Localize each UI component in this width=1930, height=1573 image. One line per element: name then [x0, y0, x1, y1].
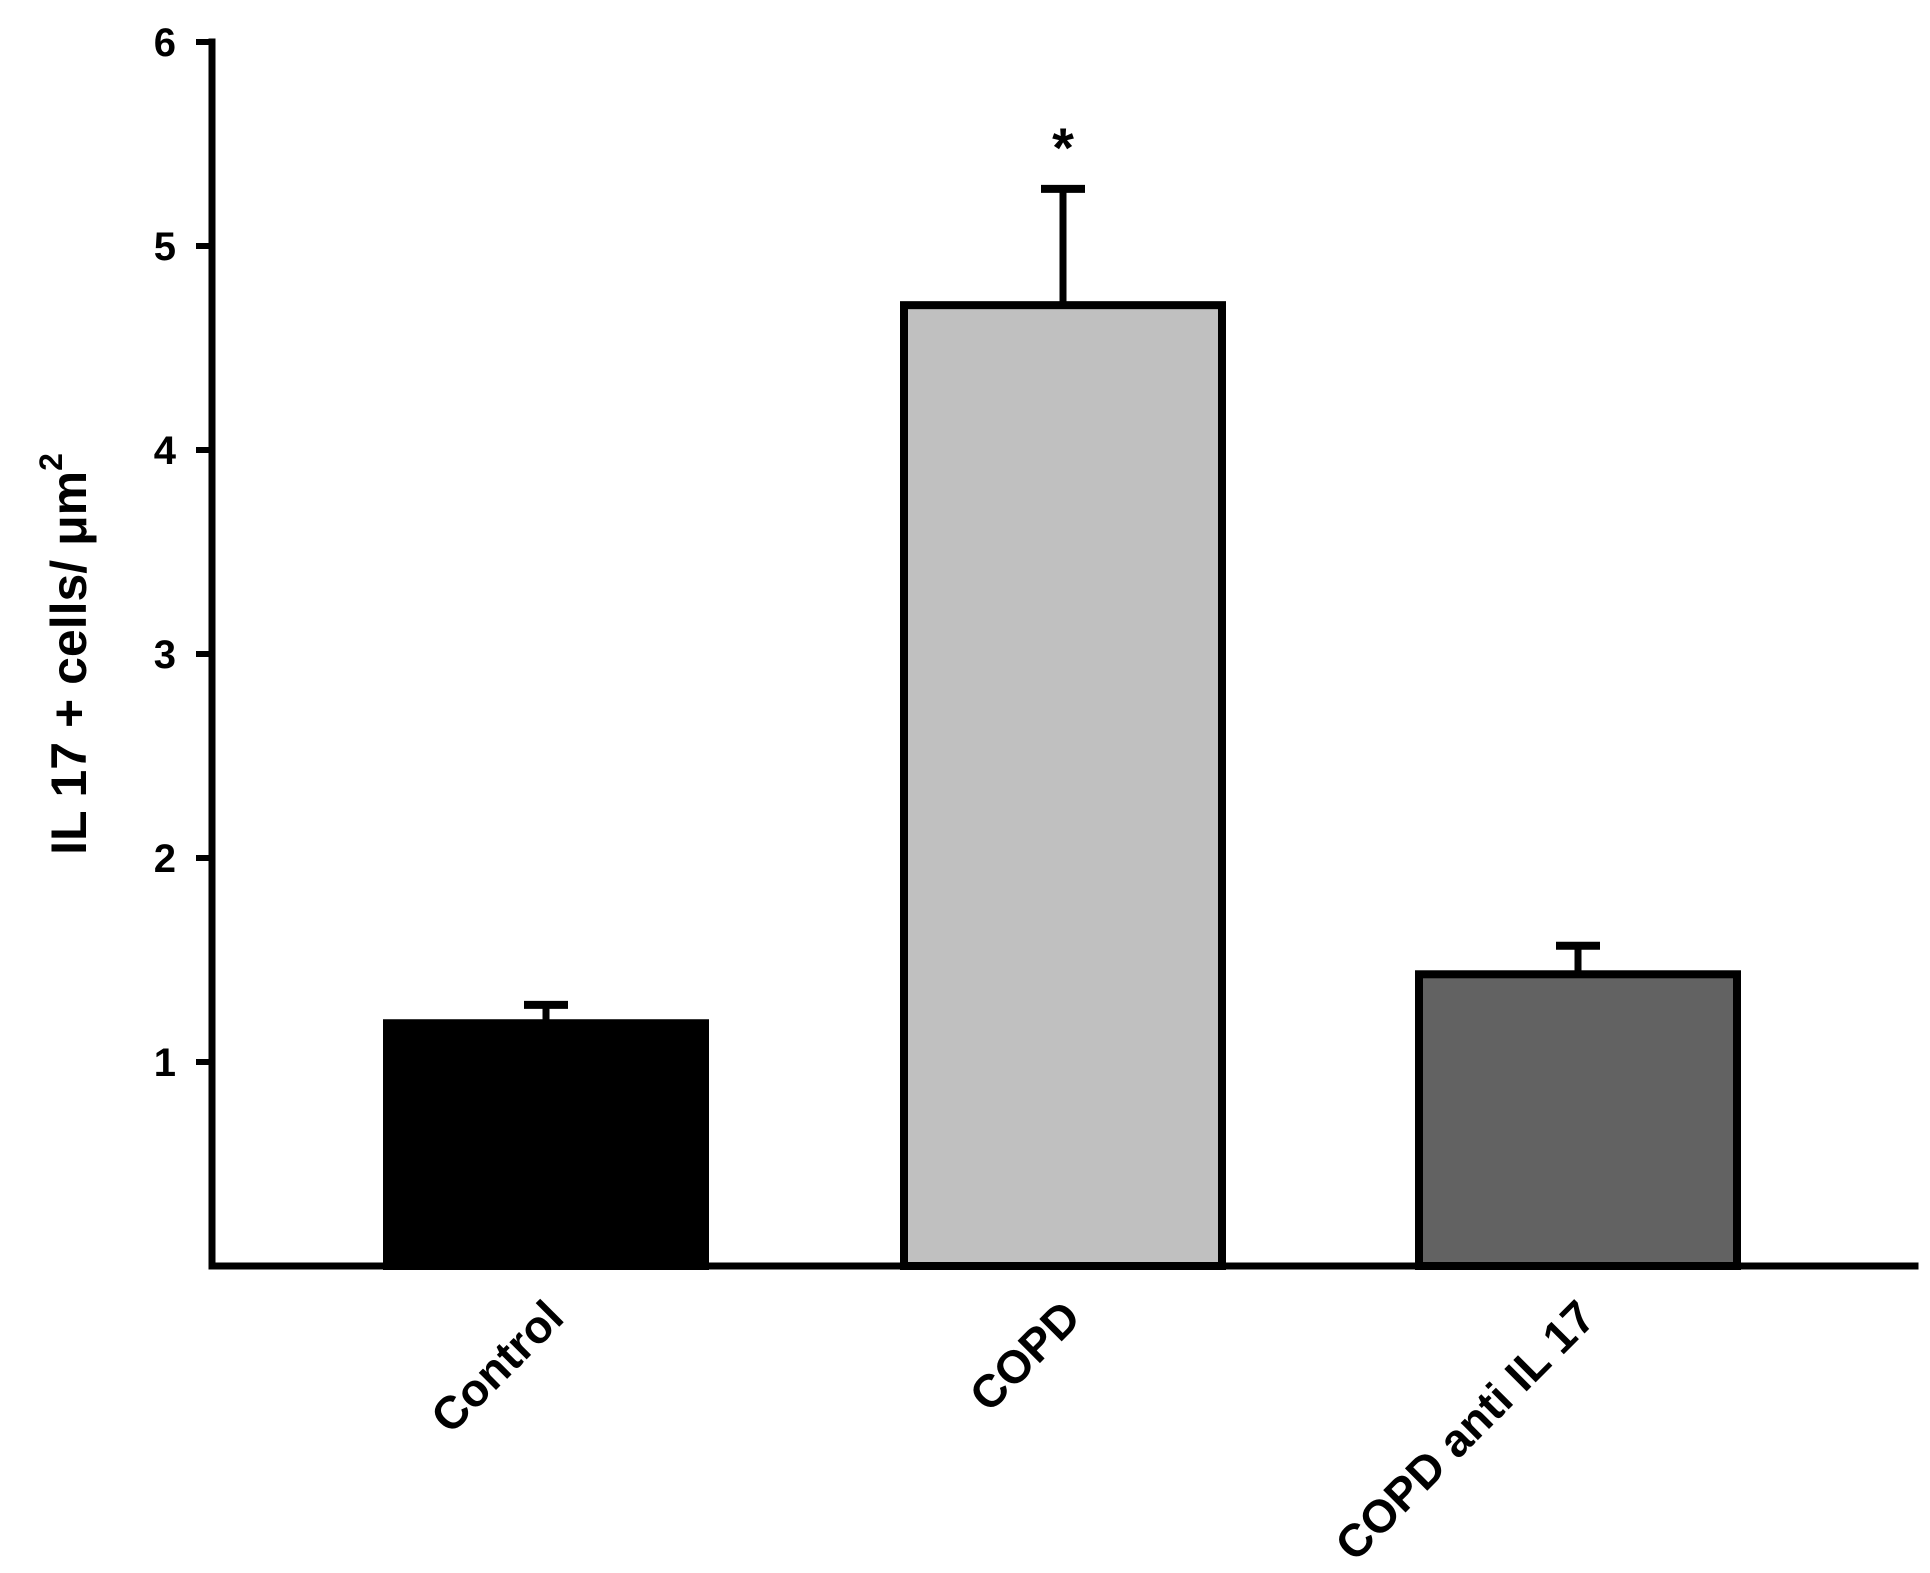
- x-category-label: Control: [421, 1290, 573, 1442]
- y-axis-title: IL 17 + cells/ μm2: [33, 453, 97, 855]
- x-category-label: COPD anti IL 17: [1325, 1290, 1605, 1568]
- y-tick-label: 5: [154, 225, 176, 269]
- bar: [1415, 970, 1741, 1271]
- bars-layer: *: [383, 116, 1741, 1271]
- y-ticks: 1 2 3 4 5 6: [154, 21, 212, 1085]
- y-tick-label: 2: [154, 837, 176, 881]
- y-tick-label: 4: [154, 429, 177, 473]
- x-category-label: COPD: [959, 1290, 1090, 1421]
- bar: [900, 301, 1226, 1271]
- y-tick-label: 6: [154, 21, 176, 65]
- y-tick-label: 1: [154, 1041, 176, 1085]
- y-axis-title-superscript: 2: [33, 453, 69, 471]
- y-axis-title-text: IL 17 + cells/ μm: [41, 471, 97, 855]
- x-category-labels: Control COPD COPD anti IL 17: [421, 1290, 1605, 1570]
- y-tick-label: 3: [154, 633, 176, 677]
- significance-marker: *: [1052, 116, 1074, 179]
- bar: [383, 1019, 709, 1270]
